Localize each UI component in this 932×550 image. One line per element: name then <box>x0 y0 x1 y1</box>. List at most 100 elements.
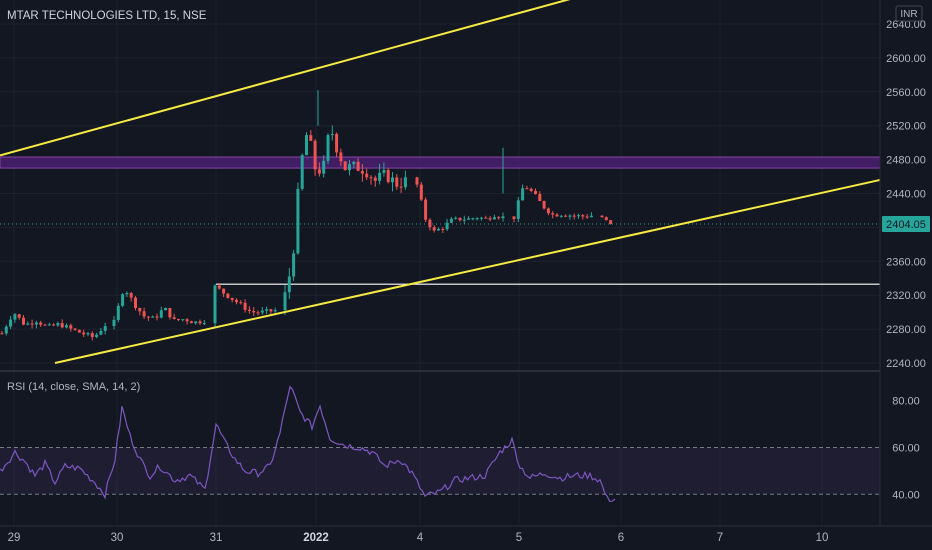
candle-body <box>146 316 150 318</box>
candle-body <box>313 140 317 170</box>
candle-body <box>317 169 321 174</box>
lower-trendline[interactable] <box>54 178 881 364</box>
candle-body <box>512 216 516 219</box>
candle-body <box>484 217 488 219</box>
candle-body <box>235 299 238 303</box>
candle-body <box>265 309 269 311</box>
rsi-band <box>0 447 880 495</box>
currency-badge[interactable] <box>895 5 923 22</box>
candle-body <box>365 173 369 178</box>
candle-body <box>403 177 407 188</box>
candle-body <box>283 292 287 311</box>
candle-body <box>69 325 73 329</box>
candle-body <box>589 215 593 218</box>
candle-body <box>230 297 234 300</box>
candle-body <box>56 323 60 326</box>
candle-body <box>378 172 382 181</box>
candle-body <box>467 218 471 220</box>
price-tick-label: 2560.00 <box>886 87 926 99</box>
candle-body <box>564 215 568 217</box>
candle-body <box>330 133 334 136</box>
candle-body <box>155 316 159 318</box>
price-tick-label: 2240.00 <box>886 358 926 370</box>
candle-body <box>52 324 56 326</box>
price-tick-label: 2280.00 <box>886 324 926 336</box>
time-tick-label: 4 <box>417 532 424 544</box>
candle-body <box>151 316 155 318</box>
candle-body <box>252 310 256 313</box>
candle-body <box>441 228 445 230</box>
candle-body <box>551 213 555 215</box>
resistance-zone[interactable] <box>0 156 881 169</box>
candle-body <box>555 214 559 217</box>
price-tick-label: 2440.00 <box>886 189 926 201</box>
candle-body <box>529 188 533 191</box>
candle-body <box>82 332 86 335</box>
candle-body <box>542 201 546 209</box>
candle-body <box>326 135 330 161</box>
upper-trendline[interactable] <box>0 0 680 157</box>
last-price-label: 2404.05 <box>886 219 926 231</box>
candle-body <box>296 188 300 254</box>
candle-body <box>287 276 291 293</box>
candle-body <box>391 177 394 183</box>
candle-body <box>168 308 172 318</box>
candle-body <box>492 217 496 220</box>
candle-body <box>458 217 462 221</box>
candle-body <box>475 218 479 220</box>
time-tick-label: 7 <box>717 532 723 544</box>
candle-body <box>164 308 168 311</box>
candle-body <box>30 323 34 325</box>
price-tick-label: 2320.00 <box>886 290 926 302</box>
candle-body <box>480 217 483 219</box>
candle-body <box>322 160 326 174</box>
candle-body <box>17 314 21 318</box>
candle-body <box>546 208 550 214</box>
candle-body <box>194 321 198 324</box>
candle-body <box>581 215 585 217</box>
candle-body <box>39 322 43 325</box>
time-axis-ticks[interactable]: 29 30 31 2022 4 5 6 7 10 <box>8 532 829 544</box>
candle-body <box>138 307 142 312</box>
candle-body <box>501 216 505 219</box>
candle-body <box>260 310 264 313</box>
last-price-tag <box>882 215 930 232</box>
candle-body <box>177 318 180 320</box>
candle-body <box>247 309 251 311</box>
candle-body <box>343 161 347 171</box>
candle-body <box>4 326 8 334</box>
candle-body <box>222 288 226 294</box>
candle-body <box>497 217 501 219</box>
candle-body <box>445 222 449 230</box>
candle-body <box>34 322 38 325</box>
candle-body <box>432 227 436 231</box>
candle-body <box>534 190 537 195</box>
time-tick-label: 6 <box>618 532 624 544</box>
candle-body <box>339 152 343 162</box>
candle-body <box>77 329 81 333</box>
time-tick-label: 29 <box>8 532 21 544</box>
candle-body <box>462 219 466 221</box>
candle-body <box>525 188 529 190</box>
candle-body <box>572 215 576 217</box>
rsi-title: RSI (14, close, SMA, 14, 2) <box>7 381 140 393</box>
candle-body <box>103 326 107 331</box>
candle-body <box>60 323 64 328</box>
candles-group <box>0 90 613 341</box>
candle-body <box>538 194 542 202</box>
time-tick-label: 2022 <box>303 532 329 544</box>
candle-body <box>577 215 580 217</box>
price-axis[interactable] <box>880 0 932 526</box>
candle-body <box>226 293 230 298</box>
candle-body <box>239 302 243 304</box>
candle-body <box>488 218 492 220</box>
rsi-axis-ticks: 80.00 60.00 40.00 <box>892 396 920 502</box>
candle-body <box>134 297 137 308</box>
candle-body <box>335 133 339 153</box>
candle-body <box>352 161 356 165</box>
candle-body <box>415 177 419 185</box>
candle-body <box>198 321 202 324</box>
price-axis-ticks: 2640.00 2600.00 2560.00 2520.00 2480.00 2440.… <box>886 19 926 370</box>
candle-body <box>112 319 116 327</box>
